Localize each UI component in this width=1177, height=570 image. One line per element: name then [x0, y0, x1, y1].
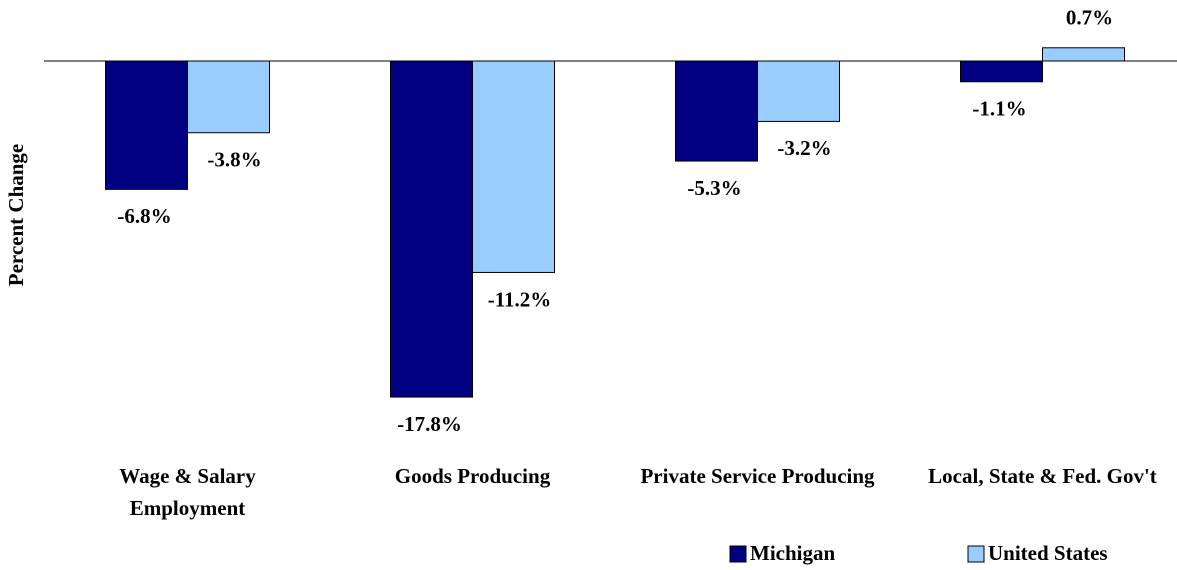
bar: [105, 60, 188, 190]
legend-label: Michigan: [750, 541, 835, 565]
x-tick-label: Local, State & Fed. Gov't: [928, 464, 1157, 488]
value-label: -17.8%: [397, 412, 462, 436]
legend-swatch: [729, 545, 747, 563]
legend-label: United States: [988, 541, 1108, 565]
value-label: -6.8%: [117, 204, 171, 228]
y-axis-label: Percent Change: [4, 144, 28, 287]
x-tick-label: Private Service Producing: [640, 464, 875, 488]
bar: [390, 60, 473, 398]
bar: [187, 60, 270, 134]
value-label: -11.2%: [488, 287, 552, 311]
value-label: -1.1%: [972, 97, 1026, 121]
bar: [1042, 47, 1125, 62]
bar: [960, 60, 1043, 83]
x-tick-label: Goods Producing: [394, 464, 551, 488]
value-label: -3.2%: [777, 136, 831, 160]
x-tick-label: Wage & Salary Employment: [119, 464, 256, 520]
value-label: -5.3%: [687, 176, 741, 200]
value-label: -3.8%: [207, 148, 261, 172]
value-label: 0.7%: [1066, 6, 1113, 30]
bar: [757, 60, 840, 122]
legend-swatch: [967, 545, 985, 563]
bar: [472, 60, 555, 273]
bar: [675, 60, 758, 162]
